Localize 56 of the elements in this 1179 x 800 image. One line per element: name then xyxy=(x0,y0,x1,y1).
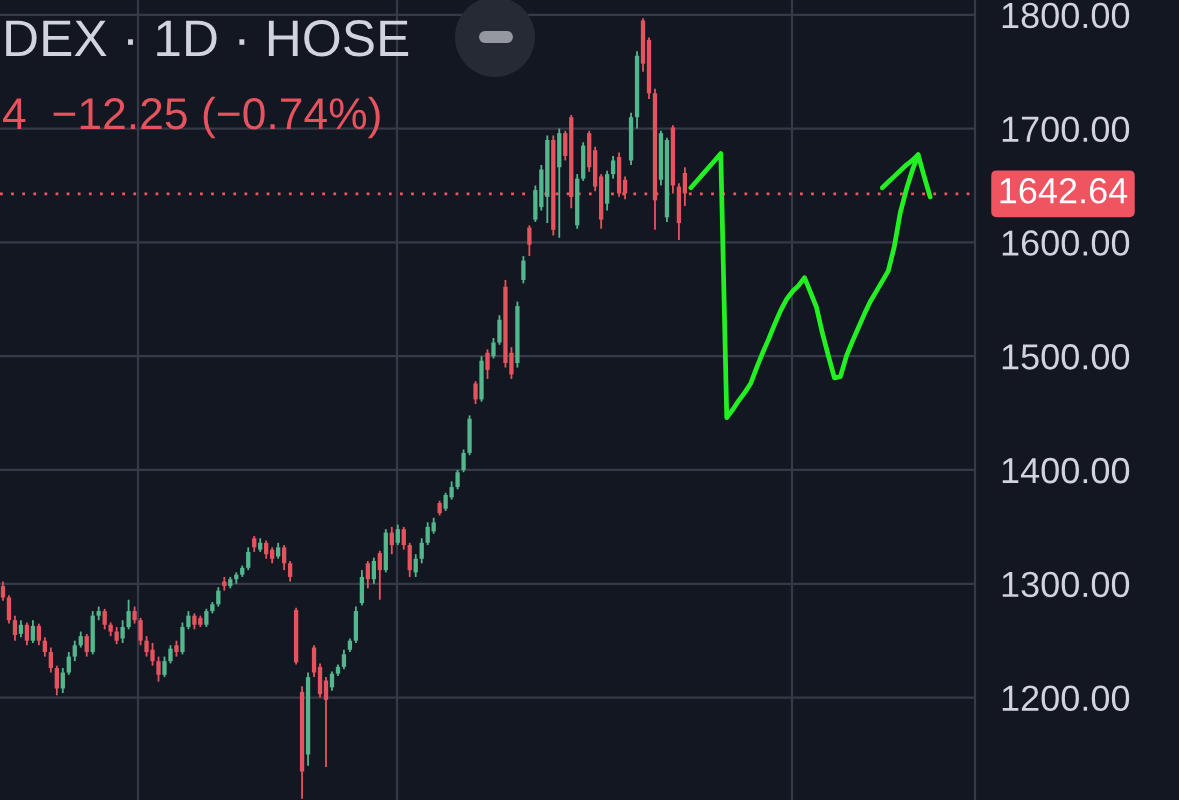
y-tick-label: 1500.00 xyxy=(1002,344,1130,370)
candlestick xyxy=(24,621,30,647)
line-series xyxy=(688,151,933,420)
candlestick xyxy=(682,166,688,207)
candlestick xyxy=(72,639,77,663)
candlestick xyxy=(264,539,269,560)
candlestick xyxy=(204,607,209,628)
candlestick xyxy=(455,469,460,491)
candlestick xyxy=(102,607,107,631)
candlestick xyxy=(36,622,42,647)
candlestick xyxy=(126,598,131,631)
candlestick xyxy=(12,614,18,642)
candlestick xyxy=(491,337,496,360)
candlestick xyxy=(610,154,616,180)
candlestick xyxy=(84,632,89,658)
y-tick-label: 1300.00 xyxy=(1002,571,1130,598)
candlestick xyxy=(563,129,568,162)
candlestick xyxy=(497,314,502,346)
y-tick-label: 1400.00 xyxy=(1002,457,1130,484)
candlestick xyxy=(168,644,173,665)
y-tick-label: 1600.00 xyxy=(1002,230,1130,256)
y-tick-label: 1200.00 xyxy=(1002,685,1130,712)
candlestick xyxy=(341,648,347,671)
candlestick xyxy=(419,537,424,565)
ref-line-label: 1642.64 xyxy=(1000,177,1128,204)
candlestick xyxy=(521,255,526,285)
candlestick xyxy=(461,448,466,474)
candlestick xyxy=(401,525,406,551)
candlestick xyxy=(48,646,53,674)
candlestick xyxy=(6,594,12,625)
y-tick-label: 1700.00 xyxy=(1002,116,1130,143)
y-tick-label: 1800.00 xyxy=(1002,2,1130,29)
candlestick xyxy=(473,380,478,405)
text: 4 −12.25 (−0.74%) xyxy=(3,96,380,139)
candlestick xyxy=(287,560,293,583)
candlestick xyxy=(425,521,430,546)
candlestick xyxy=(323,676,329,768)
candlestick xyxy=(54,664,59,697)
candlestick xyxy=(246,546,251,572)
candlestick xyxy=(156,655,161,683)
candlestick xyxy=(395,523,400,546)
candlestick xyxy=(66,651,71,676)
candlestick xyxy=(162,655,167,679)
candlestick xyxy=(485,348,490,380)
candlestick xyxy=(377,549,382,601)
candlestick xyxy=(365,560,371,590)
candlestick xyxy=(371,556,376,585)
candlestick xyxy=(0,580,6,602)
candlestick xyxy=(30,619,36,644)
candlestick xyxy=(527,224,532,257)
candlestick xyxy=(138,617,143,647)
candlestick xyxy=(186,610,191,631)
candlestick xyxy=(120,619,125,644)
candlestick xyxy=(42,636,48,658)
candlestick xyxy=(281,544,287,572)
chart-title: DEX · 1D · HOSE xyxy=(6,20,409,57)
